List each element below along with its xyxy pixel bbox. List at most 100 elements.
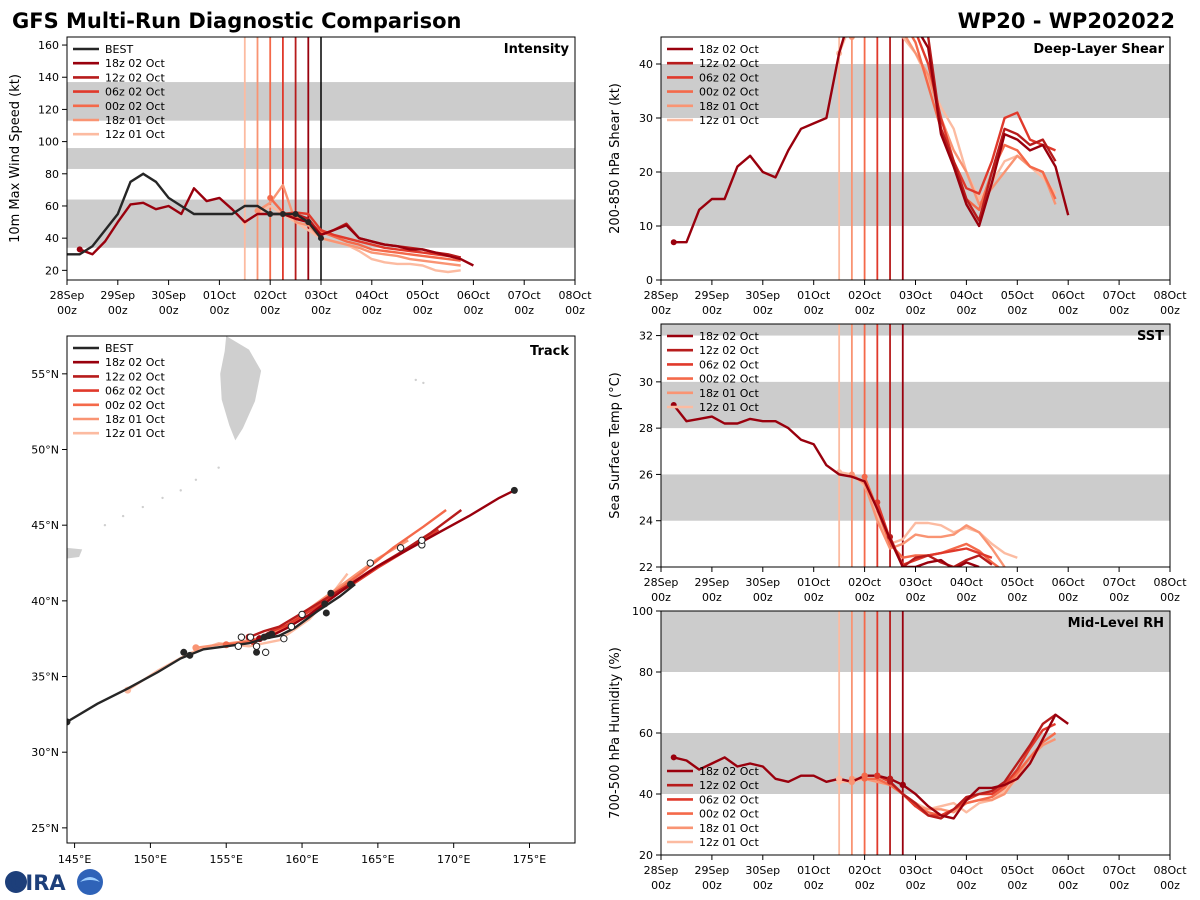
- shear-xtick-label-6: 04Oct: [950, 289, 984, 302]
- intensity-xtick-hour-5: 00z: [311, 304, 331, 317]
- shear-xtick-hour-9: 00z: [1109, 304, 1129, 317]
- shear-xtick-label-4: 02Oct: [848, 289, 882, 302]
- track-series-4-start-point: [192, 644, 200, 652]
- rh-xtick-hour-8: 00z: [1058, 879, 1078, 892]
- track-forecast-point-2: [246, 633, 255, 641]
- kuril-island-8: [422, 381, 425, 385]
- kuril-island-4: [179, 489, 182, 492]
- track-legend-label-5: 18z 01 Oct: [105, 413, 165, 426]
- shear-series-2-line: [916, 37, 1056, 195]
- hokkaido-landmass: [67, 547, 83, 559]
- rh-xtick-hour-3: 00z: [804, 879, 824, 892]
- track-legend-label-2: 12z 02 Oct: [105, 370, 165, 383]
- rh-ytick-label-3: 80: [639, 666, 653, 679]
- track-legend-label-4: 00z 02 Oct: [105, 399, 165, 412]
- rh-xtick-hour-1: 00z: [702, 879, 722, 892]
- cira-logo-wave-icon: [80, 877, 100, 882]
- sst-xtick-hour-1: 00z: [702, 591, 722, 604]
- rh-xtick-label-0: 28Sep: [644, 864, 679, 877]
- sst-legend-label-3: 00z 02 Oct: [699, 373, 759, 386]
- kuril-island-3: [161, 496, 164, 500]
- track-series-3-line: [226, 509, 447, 646]
- sst-panel-title: SST: [1137, 329, 1164, 344]
- track-plot-area: [67, 336, 518, 726]
- shear-ylabel: 200-850 hPa Shear (kt): [608, 83, 623, 234]
- cira-logo-emblem-icon: [77, 869, 103, 895]
- rh-xtick-hour-4: 00z: [855, 879, 875, 892]
- rh-ytick-label-0: 20: [639, 849, 653, 862]
- sst-xtick-label-2: 30Sep: [745, 576, 780, 589]
- intensity-xtick-label-4: 02Oct: [254, 289, 288, 302]
- sst-xtick-label-3: 01Oct: [797, 576, 831, 589]
- track-legend-label-0: BEST: [105, 342, 133, 355]
- rh-xtick-hour-10: 00z: [1160, 879, 1180, 892]
- sst-series-4-line: [851, 473, 1006, 567]
- intensity-panel: 20 40 60 80 100 120 140 160 28Sep 00z 29Sep 00z 30Se…: [8, 36, 592, 317]
- track-ytick-label-0: 25°N: [31, 822, 59, 835]
- intensity-legend-label-1: 18z 02 Oct: [105, 57, 165, 70]
- rh-xtick-hour-5: 00z: [906, 879, 926, 892]
- intensity-ytick-label-7: 160: [38, 39, 59, 52]
- rh-xtick-hour-7: 00z: [1007, 879, 1027, 892]
- figure-title: GFS Multi-Run Diagnostic Comparison: [12, 9, 461, 33]
- track-best-point-1: [180, 648, 188, 656]
- rh-xtick-label-3: 01Oct: [797, 864, 831, 877]
- intensity-ytick-label-5: 120: [38, 103, 59, 116]
- sst-xtick-hour-3: 00z: [804, 591, 824, 604]
- sst-xtick-label-0: 28Sep: [644, 576, 679, 589]
- sst-ytick-label-2: 26: [639, 468, 653, 481]
- intensity-best-point-2: [292, 211, 299, 218]
- shear-series-0-line: [673, 37, 1070, 244]
- shear-xtick-hour-6: 00z: [957, 304, 977, 317]
- intensity-xtick-label-6: 04Oct: [355, 289, 389, 302]
- intensity-ytick-label-0: 20: [45, 264, 59, 277]
- rh-panel: 20 40 60 80 100 28Sep 00z 29Sep 00z 30Sep 00z 01Oct…: [608, 605, 1187, 892]
- shear-ytick-label-4: 40: [639, 58, 653, 71]
- track-best-point-3: [253, 648, 261, 656]
- track-legend-label-1: 18z 02 Oct: [105, 356, 165, 369]
- track-forecast-point-4: [261, 648, 270, 657]
- track-best-point-10: [347, 580, 355, 588]
- sst-legend-label-2: 06z 02 Oct: [699, 358, 759, 371]
- track-frame: [66, 335, 576, 844]
- track-forecast-point-0: [234, 642, 243, 650]
- intensity-legend-label-5: 18z 01 Oct: [105, 114, 165, 127]
- shear-xtick-label-3: 01Oct: [797, 289, 831, 302]
- track-best-point-8: [322, 609, 330, 617]
- sst-series-1-line: [888, 536, 993, 567]
- shear-legend-label-3: 00z 02 Oct: [699, 86, 759, 99]
- track-series-4-line: [195, 539, 409, 649]
- shear-legend-label-1: 12z 02 Oct: [699, 57, 759, 70]
- track-xtick-label-4: 165°E: [361, 853, 394, 866]
- cira-logo-globe-icon: [5, 871, 27, 893]
- intensity-series-4-start-point: [254, 207, 261, 214]
- sst-xtick-hour-6: 00z: [957, 591, 977, 604]
- shear-plot-area: [661, 37, 1170, 280]
- shear-ytick-label-3: 30: [639, 112, 653, 125]
- track-end-point: [510, 486, 518, 494]
- intensity-ytick-label-1: 40: [45, 232, 59, 245]
- sst-panel: 22 24 26 28 30 32 28Sep 00z 29Sep 00z 30Sep 00z 01Oc…: [608, 323, 1187, 604]
- sst-plot-area: [661, 324, 1170, 567]
- intensity-legend-label-2: 12z 02 Oct: [105, 71, 165, 84]
- shear-ytick-label-0: 0: [646, 274, 653, 287]
- sst-ytick-label-1: 24: [639, 515, 653, 528]
- intensity-xtick-hour-2: 00z: [159, 304, 179, 317]
- intensity-panel-title: Intensity: [504, 42, 570, 57]
- rh-xtick-hour-2: 00z: [753, 879, 773, 892]
- sst-xtick-label-6: 04Oct: [950, 576, 984, 589]
- rh-init-marker-2: [861, 772, 868, 779]
- rh-xtick-hour-9: 00z: [1109, 879, 1129, 892]
- shear-xtick-hour-8: 00z: [1058, 304, 1078, 317]
- track-legend-label-6: 12z 01 Oct: [105, 427, 165, 440]
- intensity-plot-area: [67, 37, 575, 280]
- shear-panel: 0 10 20 30 40 28Sep 00z 29Sep 00z 30Sep 00z 01Oct 00…: [608, 36, 1187, 317]
- shear-xtick-label-1: 29Sep: [695, 289, 730, 302]
- sst-xtick-hour-2: 00z: [753, 591, 773, 604]
- track-ytick-label-6: 55°N: [31, 368, 59, 381]
- rh-xtick-label-1: 29Sep: [695, 864, 730, 877]
- shear-legend-label-2: 06z 02 Oct: [699, 71, 759, 84]
- shear-series-1-line: [926, 37, 1057, 222]
- track-best-line: [67, 583, 356, 723]
